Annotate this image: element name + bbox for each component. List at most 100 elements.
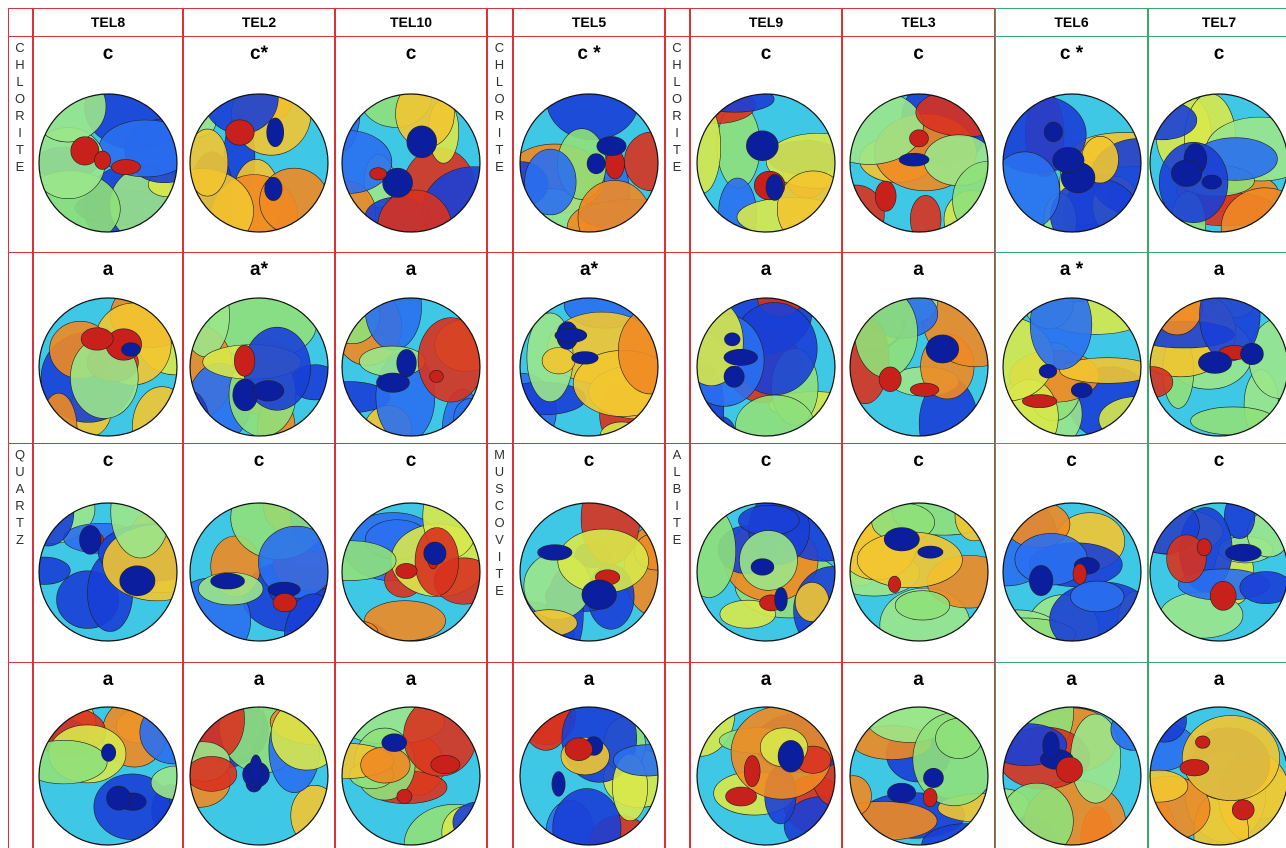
side-cell (8, 662, 33, 848)
contour (211, 573, 245, 589)
contour (250, 755, 263, 786)
contour (555, 328, 587, 342)
contour (1182, 715, 1279, 800)
pole-figure-fill (1148, 94, 1286, 234)
pole-figure (1148, 705, 1286, 847)
pole-figure-fill (695, 705, 837, 847)
contour (899, 153, 929, 166)
contour (120, 565, 155, 595)
figure-cell: c (513, 443, 665, 663)
contour (1044, 122, 1062, 142)
pole-figure-fill (1001, 501, 1143, 643)
pole-figure (340, 92, 482, 234)
contour (424, 542, 446, 565)
contour (1225, 544, 1261, 561)
side-cell (487, 662, 513, 848)
contour (795, 582, 829, 621)
pole-figure (848, 501, 990, 643)
mineral-label: CHLORITE (670, 40, 686, 176)
contour (121, 342, 140, 356)
figure-cell: c (335, 36, 487, 253)
contour (188, 756, 237, 791)
contour (1052, 147, 1083, 173)
pole-figure-fill (848, 501, 990, 643)
contour (724, 349, 758, 365)
contour (1056, 757, 1082, 782)
pole-figure-fill (1001, 92, 1143, 234)
figure-cell: a (690, 662, 842, 848)
contour (81, 327, 113, 349)
contour (273, 593, 297, 611)
pole-figure-fill (695, 92, 837, 234)
pole-figure-fill (188, 501, 330, 643)
side-cell (665, 252, 690, 444)
side-cell (8, 252, 33, 444)
column-header: TEL3 (842, 8, 995, 37)
pole-figure (518, 92, 660, 234)
contour (1070, 581, 1123, 612)
contour (923, 788, 937, 807)
figure-cell: a (690, 252, 842, 444)
figure-cell: a (1148, 252, 1286, 444)
contour (111, 160, 140, 175)
contour (361, 747, 410, 783)
axis-label: c (336, 43, 486, 65)
figure-cell: c * (513, 36, 665, 253)
contour (94, 151, 110, 169)
figure-cell: c (183, 443, 335, 663)
pole-figure (340, 501, 482, 643)
pole-figure-fill (1148, 705, 1286, 847)
contour (382, 734, 407, 752)
contour (364, 600, 445, 640)
side-cell: MUSCOVITE (487, 443, 513, 663)
mineral-label: QUARTZ (13, 447, 29, 549)
contour (910, 383, 939, 396)
pole-figure-fill (518, 296, 660, 438)
column-header: TEL2 (183, 8, 335, 37)
axis-label: c (843, 43, 994, 65)
axis-label: a * (996, 259, 1147, 281)
contour (397, 349, 417, 376)
contour (1029, 565, 1053, 595)
contour (430, 370, 444, 382)
pole-figure (1148, 92, 1286, 234)
figure-cell: c (33, 443, 183, 663)
pole-figure-fill (695, 501, 837, 643)
figure-cell: c (1148, 36, 1286, 253)
contour (1039, 364, 1057, 378)
figure-cell: c (842, 443, 995, 663)
pole-figure (37, 501, 179, 643)
contour (744, 756, 760, 787)
pole-figure (1001, 705, 1143, 847)
contour (746, 131, 778, 161)
pole-figure (695, 705, 837, 847)
contour (542, 347, 575, 373)
contour (1202, 175, 1222, 189)
header-spacer (8, 8, 33, 37)
figure: TEL8TEL2TEL10TEL5TEL9TEL3TEL6TEL7CHLORIT… (0, 0, 1286, 848)
pole-figure-fill (848, 92, 990, 234)
contour (1171, 160, 1202, 187)
contour (267, 118, 284, 147)
contour (538, 544, 572, 560)
pole-figure (848, 296, 990, 438)
figure-cell: a (335, 252, 487, 444)
contour (1197, 538, 1211, 555)
contour (1241, 343, 1264, 365)
contour (107, 786, 131, 810)
axis-label: a (1149, 669, 1286, 691)
figure-cell: a (1148, 662, 1286, 848)
side-cell: CHLORITE (665, 36, 690, 253)
header-spacer (487, 8, 513, 37)
axis-label: a (34, 259, 182, 281)
pole-figure (188, 705, 330, 847)
figure-cell: a (513, 662, 665, 848)
axis-label: a (691, 669, 841, 691)
contour (778, 740, 804, 772)
contour (726, 787, 757, 806)
figure-cell: c * (995, 36, 1148, 253)
pole-figure-fill (518, 501, 660, 643)
figure-cell: a (33, 662, 183, 848)
figure-cell: a * (995, 252, 1148, 444)
pole-figure-fill (188, 296, 330, 438)
